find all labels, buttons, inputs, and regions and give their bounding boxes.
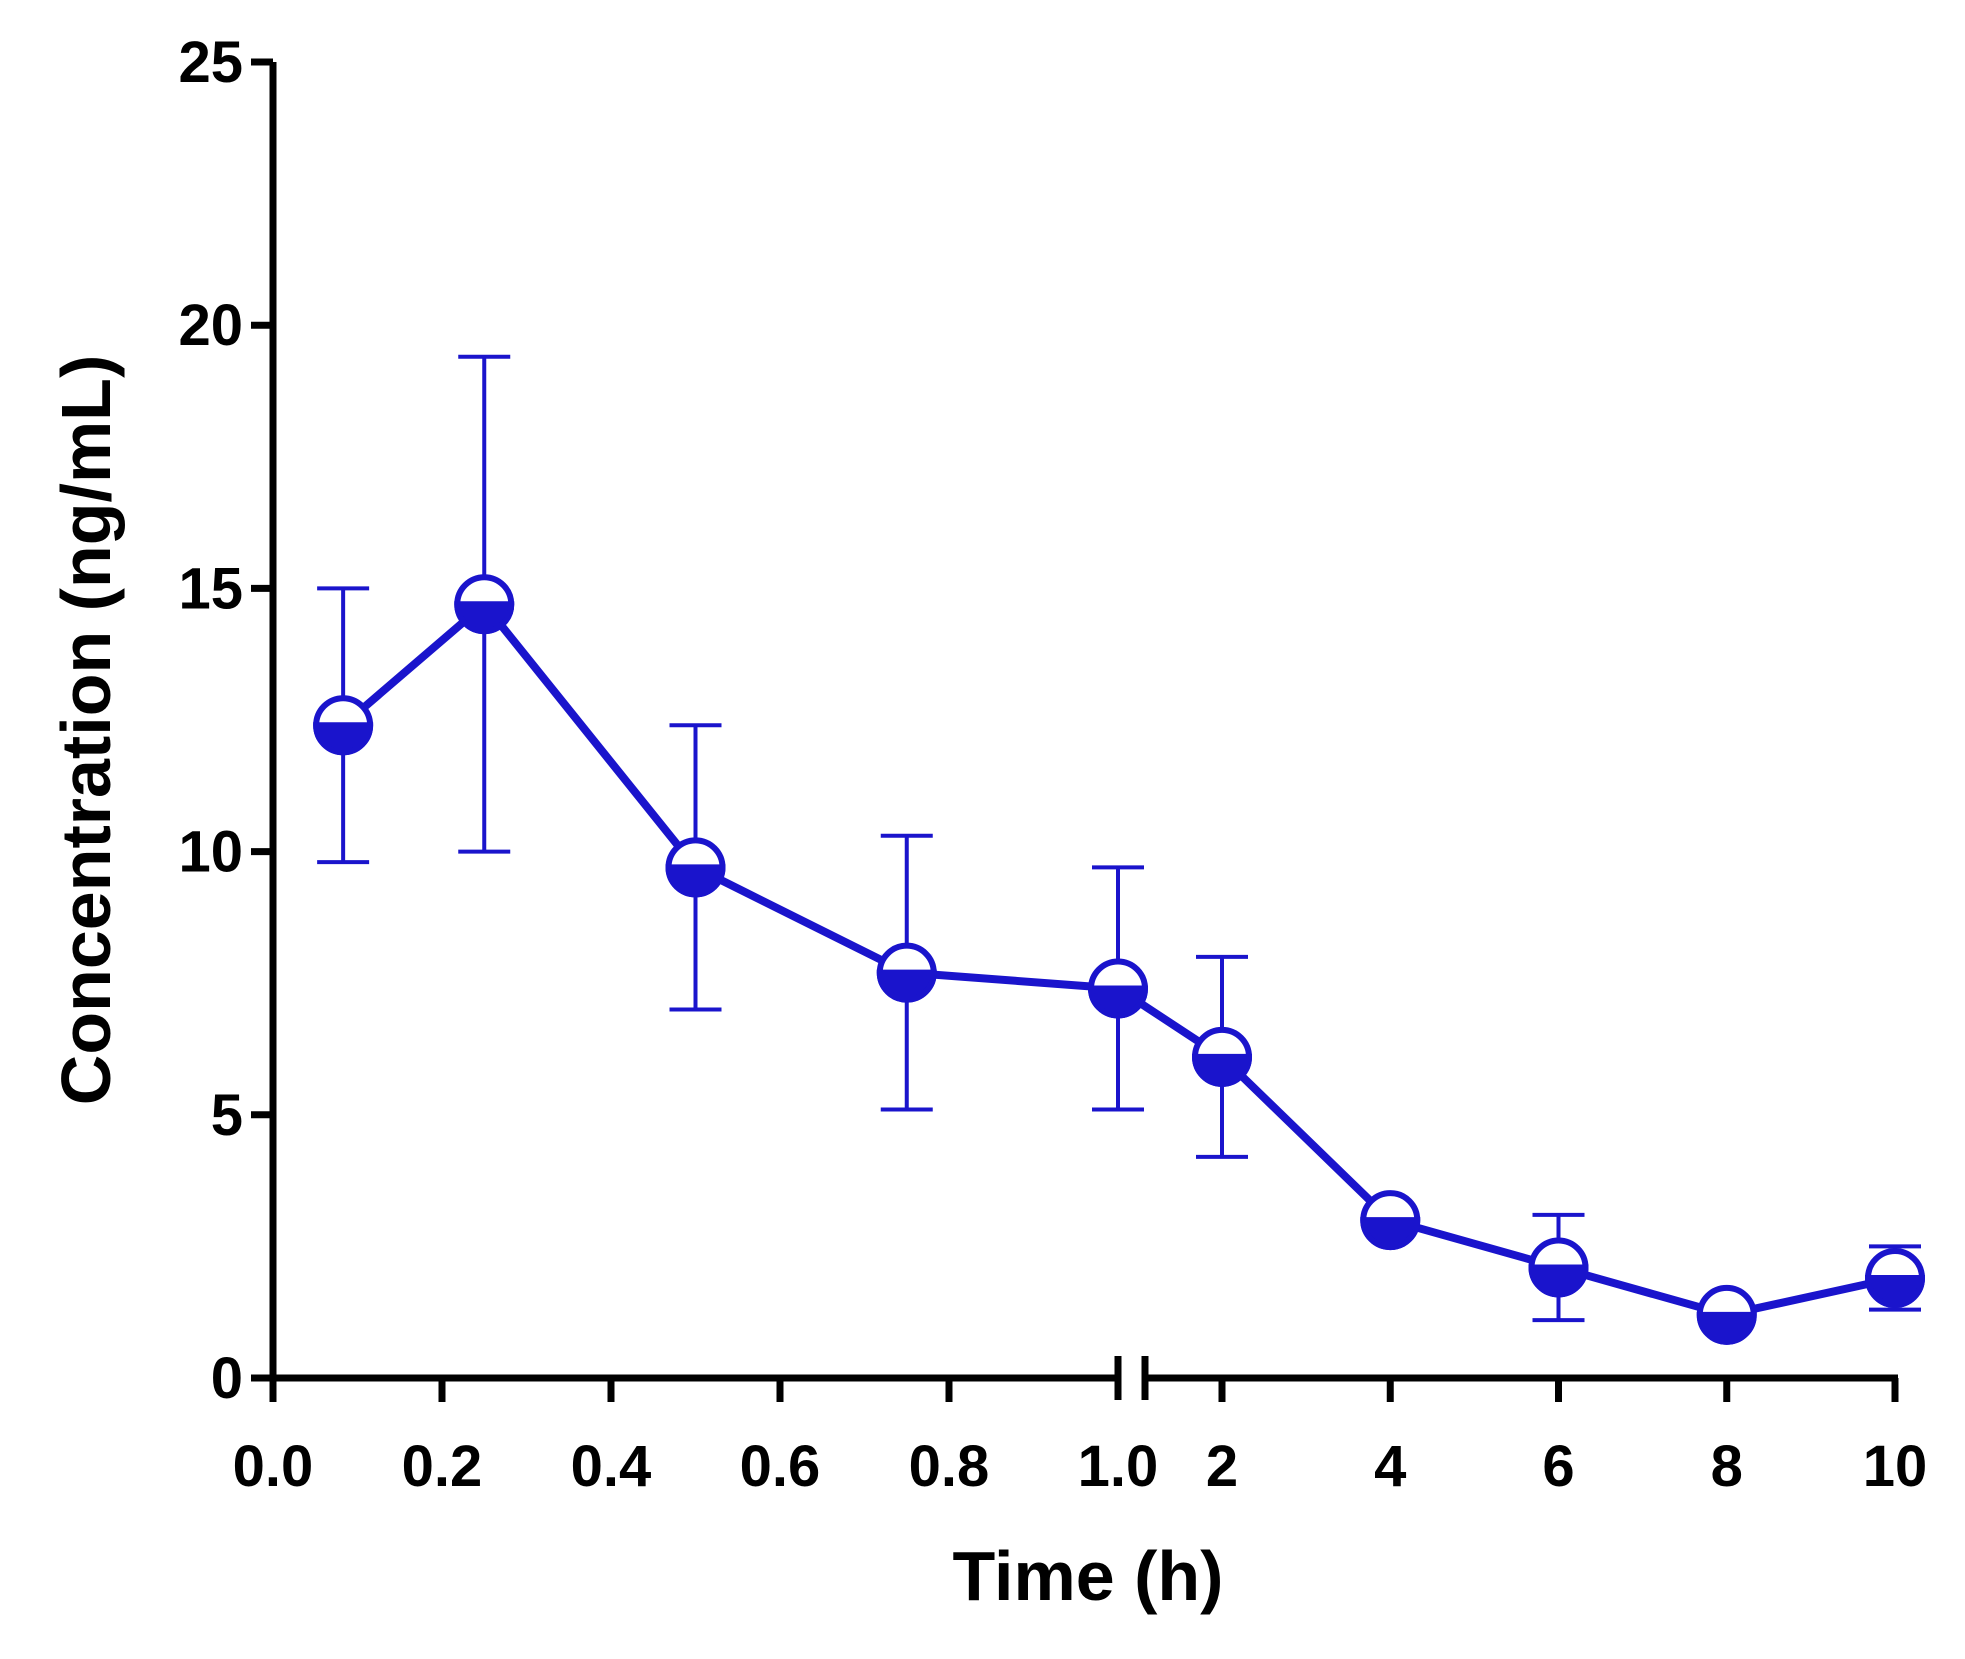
axis-labels: Time (h) Concentration (ng/mL) bbox=[47, 355, 1223, 1615]
data-point-fill bbox=[1360, 1217, 1421, 1251]
data-point-fill bbox=[1191, 1053, 1253, 1087]
data-point bbox=[1360, 1190, 1421, 1251]
data-point-fill bbox=[876, 969, 937, 1003]
data-point bbox=[313, 695, 374, 756]
data-point-fill bbox=[1696, 1311, 1757, 1345]
data-point-fill bbox=[1864, 1274, 1926, 1308]
y-tick-label-25: 25 bbox=[178, 30, 243, 95]
data-point-fill bbox=[454, 601, 515, 635]
data-point bbox=[1696, 1284, 1757, 1345]
y-tick-label-0: 0 bbox=[211, 1346, 243, 1411]
x-tick-label-0.6: 0.6 bbox=[740, 1434, 821, 1499]
data-point-fill bbox=[1528, 1264, 1589, 1298]
data-point bbox=[665, 837, 726, 898]
y-axis-label: Concentration (ng/mL) bbox=[47, 355, 125, 1105]
data-point-fill bbox=[665, 864, 726, 898]
y-tick-label-20: 20 bbox=[178, 293, 243, 358]
x-tick-label-0.4: 0.4 bbox=[571, 1434, 652, 1499]
axes: 0 5 10 15 20 25 0.0 0.2 0.4 0.6 0.8 1.0 2 4 6 8 10 bbox=[178, 30, 1927, 1499]
x-tick-label-2: 2 bbox=[1206, 1434, 1238, 1499]
y-tick-label-5: 5 bbox=[211, 1083, 243, 1148]
series-line-0 bbox=[340, 600, 1896, 1319]
x-tick-label-6: 6 bbox=[1542, 1434, 1574, 1499]
x-tick-label-0.8: 0.8 bbox=[909, 1434, 990, 1499]
x-axis-label: Time (h) bbox=[953, 1537, 1224, 1615]
data-point bbox=[1528, 1237, 1589, 1298]
x-tick-label-1.0: 1.0 bbox=[1078, 1434, 1159, 1499]
x-tick-label-0.0: 0.0 bbox=[233, 1434, 314, 1499]
x-tick-label-10: 10 bbox=[1863, 1434, 1928, 1499]
data-point bbox=[1864, 1247, 1926, 1308]
plot-area bbox=[313, 354, 1926, 1345]
x-tick-label-0.2: 0.2 bbox=[402, 1434, 483, 1499]
x-tick-label-8: 8 bbox=[1711, 1434, 1743, 1499]
data-point bbox=[1191, 1026, 1253, 1087]
data-point-fill bbox=[1087, 985, 1149, 1019]
x-tick-label-4: 4 bbox=[1374, 1434, 1406, 1499]
data-point bbox=[454, 574, 515, 635]
data-point bbox=[876, 942, 937, 1003]
data-point-fill bbox=[313, 722, 374, 756]
data-point bbox=[1087, 958, 1149, 1019]
y-tick-label-15: 15 bbox=[178, 556, 243, 621]
y-tick-label-10: 10 bbox=[178, 820, 243, 885]
